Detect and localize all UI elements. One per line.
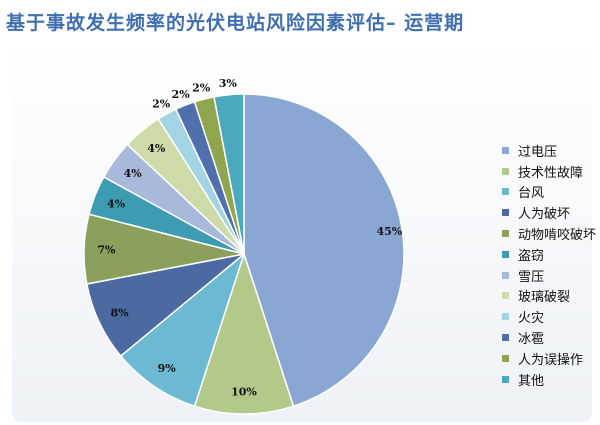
legend-item-8: 玻璃破裂 xyxy=(502,286,596,307)
data-label-10: 2% xyxy=(172,88,191,101)
pie-slice-2 xyxy=(193,251,295,415)
legend-swatch-12 xyxy=(502,375,509,383)
legend-label-5: 动物啃咬破坏 xyxy=(518,228,597,244)
legend-label-9: 火灾 xyxy=(518,311,545,327)
legend-swatch-3 xyxy=(502,188,509,196)
legend-label-11: 人为误操作 xyxy=(518,352,584,368)
legend-item-10: 冰雹 xyxy=(502,327,596,348)
pie-slice-1 xyxy=(243,93,405,408)
legend-swatch-5 xyxy=(502,230,509,238)
data-label-1: 45% xyxy=(377,225,403,238)
pie-slice-12 xyxy=(213,93,245,255)
legend-item-4: 人为破坏 xyxy=(502,202,596,223)
legend-item-6: 盗窃 xyxy=(502,244,596,265)
legend-item-9: 火灾 xyxy=(502,306,596,327)
legend-swatch-8 xyxy=(502,292,509,300)
legend-swatch-9 xyxy=(502,313,509,321)
legend: 过电压技术性故障台风人为破坏动物啃咬破坏 盗窃雪压玻璃破裂火灾冰雹人为误操作其他 xyxy=(502,140,596,390)
data-label-6: 4% xyxy=(107,197,126,210)
data-label-11: 2% xyxy=(192,81,211,94)
data-label-5: 7% xyxy=(97,244,116,257)
data-label-8: 4% xyxy=(147,142,166,155)
legend-label-10: 冰雹 xyxy=(518,332,545,348)
legend-item-5: 动物啃咬破坏 xyxy=(502,223,596,244)
legend-item-7: 雪压 xyxy=(502,265,596,286)
legend-swatch-6 xyxy=(502,250,509,258)
pie-chart: 45%10%9%8%7%4%4%4%2%2%2% 3% xyxy=(83,77,405,415)
legend-swatch-10 xyxy=(502,334,509,342)
legend-label-1: 过电压 xyxy=(518,144,558,160)
legend-label-2: 技术性故障 xyxy=(518,165,584,181)
legend-swatch-7 xyxy=(502,271,509,279)
legend-label-3: 台风 xyxy=(518,186,545,202)
pie-slice-3 xyxy=(119,251,246,408)
legend-swatch-11 xyxy=(502,354,509,362)
legend-item-1: 过电压 xyxy=(502,140,596,161)
chart-panel: 45% 10% 9% 8% 7% 4% 4% 4% 2% 2% 2% 3% 过电压 技术性故障 台风 人为破… xyxy=(12,40,596,422)
legend-swatch-4 xyxy=(502,209,509,217)
legend-item-3: 台风 xyxy=(502,182,596,203)
chart-title: 基于事故发生频率的光伏电站风险因素评估– 运营期 xyxy=(6,12,465,34)
legend-swatch-1 xyxy=(502,146,509,154)
data-label-2: 10% xyxy=(231,386,257,399)
legend-label-8: 玻璃破裂 xyxy=(518,290,571,306)
legend-item-2: 技术性故障 xyxy=(502,161,596,182)
data-label-3: 9% xyxy=(158,362,177,375)
data-label-4: 8% xyxy=(110,307,129,320)
legend-label-6: 盗窃 xyxy=(518,248,545,264)
data-label-12: 3% xyxy=(219,77,238,90)
legend-label-4: 人为破坏 xyxy=(518,207,571,223)
data-label-7: 4% xyxy=(124,167,143,180)
data-label-9: 2% xyxy=(152,97,171,110)
legend-label-7: 雪压 xyxy=(518,269,545,285)
legend-item-11: 人为误操作 xyxy=(502,348,596,369)
legend-item-12: 其他 xyxy=(502,369,596,390)
legend-label-12: 其他 xyxy=(518,373,545,389)
legend-swatch-2 xyxy=(502,167,509,175)
